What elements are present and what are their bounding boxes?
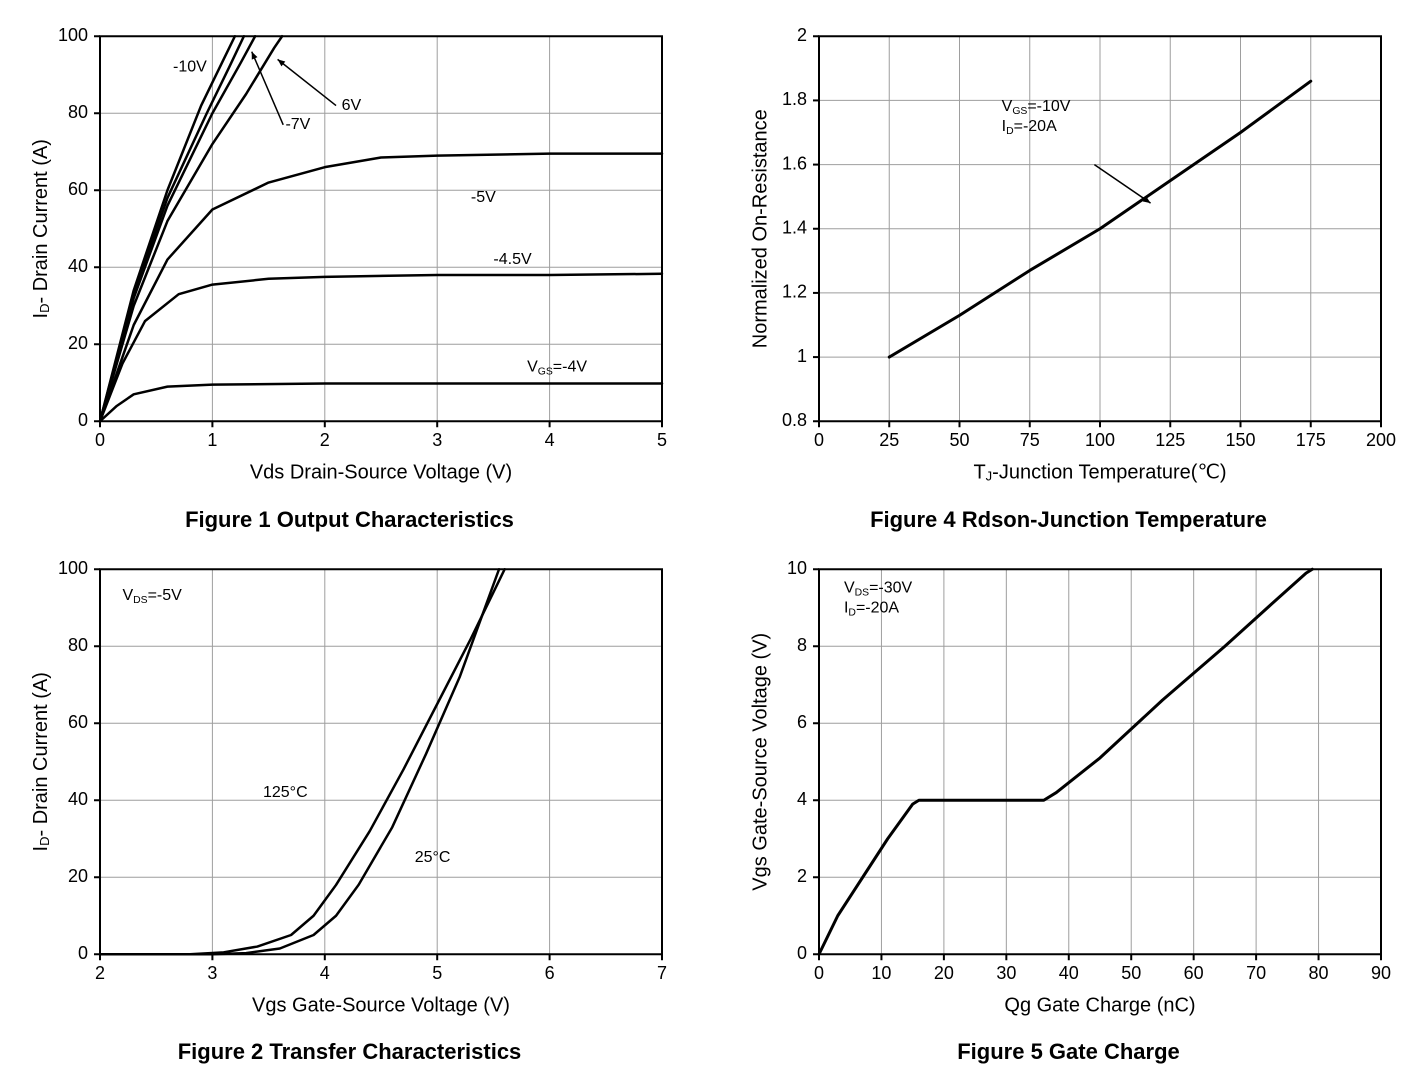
svg-text:TJ-Junction Temperature(℃): TJ-Junction Temperature(℃) — [973, 462, 1226, 484]
svg-text:125: 125 — [1155, 430, 1185, 450]
svg-text:40: 40 — [67, 789, 87, 809]
svg-text:2: 2 — [94, 963, 104, 983]
svg-text:0: 0 — [796, 943, 806, 963]
svg-text:ID=-20A: ID=-20A — [1001, 118, 1056, 137]
figure-4-caption: Figure 4 Rdson-Junction Temperature — [870, 507, 1267, 533]
svg-text:40: 40 — [1058, 963, 1078, 983]
svg-text:-4.5V: -4.5V — [493, 251, 532, 268]
svg-text:Vgs Gate-Source Voltage (V): Vgs Gate-Source Voltage (V) — [252, 994, 510, 1016]
figure-5-caption: Figure 5 Gate Charge — [957, 1039, 1180, 1065]
svg-text:100: 100 — [57, 558, 87, 578]
svg-text:-5V: -5V — [470, 189, 495, 206]
svg-text:1: 1 — [796, 346, 806, 366]
svg-text:1.2: 1.2 — [781, 282, 806, 302]
svg-text:70: 70 — [1246, 963, 1266, 983]
svg-text:ID- Drain Current (A): ID- Drain Current (A) — [30, 139, 52, 318]
svg-text:2: 2 — [796, 866, 806, 886]
svg-text:6: 6 — [544, 963, 554, 983]
svg-text:ID- Drain Current (A): ID- Drain Current (A) — [30, 672, 52, 851]
svg-text:1: 1 — [207, 430, 217, 450]
svg-text:20: 20 — [67, 866, 87, 886]
svg-text:VGS=-4V: VGS=-4V — [527, 359, 587, 378]
svg-text:Vgs Gate-Source Voltage (V): Vgs Gate-Source Voltage (V) — [749, 632, 771, 890]
svg-text:125°C: 125°C — [262, 783, 307, 800]
svg-text:VGS=-10V: VGS=-10V — [1001, 98, 1070, 117]
figure-2-panel: 2 3 4 5 6 7 0 20 40 60 80 100 Vgs Gate-Source Voltag… — [10, 543, 689, 1066]
svg-text:Vds Drain-Source Voltage (V): Vds Drain-Source Voltage (V) — [249, 462, 511, 484]
svg-text:5: 5 — [432, 963, 442, 983]
svg-text:175: 175 — [1295, 430, 1325, 450]
svg-text:200: 200 — [1365, 430, 1395, 450]
svg-text:25: 25 — [879, 430, 899, 450]
figure-5-chart: 0 10 20 30 40 50 60 70 80 90 0 2 4 6 8 10 Qg Gate Charge… — [739, 543, 1399, 1036]
svg-text:20: 20 — [67, 333, 87, 353]
svg-text:60: 60 — [67, 712, 87, 732]
svg-text:VDS=-30V: VDS=-30V — [843, 579, 912, 598]
svg-text:1.6: 1.6 — [781, 153, 806, 173]
svg-text:1.4: 1.4 — [781, 218, 806, 238]
svg-text:50: 50 — [1121, 963, 1141, 983]
chart-grid: 012345020406080100Vds Drain-Source Volta… — [10, 10, 1408, 1065]
svg-text:-10V: -10V — [173, 58, 207, 75]
svg-text:10: 10 — [871, 963, 891, 983]
figure-2-chart: 2 3 4 5 6 7 0 20 40 60 80 100 Vgs Gate-Source Voltag… — [20, 543, 680, 1036]
svg-text:3: 3 — [432, 430, 442, 450]
svg-text:0: 0 — [77, 943, 87, 963]
svg-text:40: 40 — [67, 256, 87, 276]
svg-text:ID=-20A: ID=-20A — [843, 599, 898, 618]
svg-text:0: 0 — [94, 430, 104, 450]
svg-text:50: 50 — [949, 430, 969, 450]
svg-text:80: 80 — [67, 102, 87, 122]
svg-text:0: 0 — [813, 430, 823, 450]
svg-text:10: 10 — [786, 558, 806, 578]
svg-text:6: 6 — [796, 712, 806, 732]
svg-text:VDS=-5V: VDS=-5V — [122, 587, 182, 606]
svg-text:Normalized On-Resistance: Normalized On-Resistance — [749, 109, 771, 348]
svg-text:0: 0 — [77, 410, 87, 430]
svg-text:4: 4 — [319, 963, 329, 983]
svg-text:60: 60 — [1183, 963, 1203, 983]
svg-text:2: 2 — [319, 430, 329, 450]
svg-text:100: 100 — [57, 25, 87, 45]
svg-text:60: 60 — [67, 179, 87, 199]
figure-1-chart: 0 1 2 3 4 5 0 20 40 60 80 100 Vds Drain-Source Volta… — [20, 10, 680, 503]
svg-text:80: 80 — [67, 635, 87, 655]
figure-5-panel: 0 10 20 30 40 50 60 70 80 90 0 2 4 6 8 10 Qg Gate Charge… — [729, 543, 1408, 1066]
svg-text:8: 8 — [796, 635, 806, 655]
svg-text:75: 75 — [1019, 430, 1039, 450]
figure-4-chart: 0 25 50 75 100 125 150 175 200 0.8 1 1.2 1.4 1.6 1.8 2 T… — [739, 10, 1399, 503]
svg-text:1.8: 1.8 — [781, 89, 806, 109]
svg-text:100: 100 — [1084, 430, 1114, 450]
figure-2-caption: Figure 2 Transfer Characteristics — [178, 1039, 522, 1065]
svg-text:4: 4 — [796, 789, 806, 809]
svg-text:-7V: -7V — [285, 116, 310, 133]
svg-text:90: 90 — [1370, 963, 1390, 983]
figure-1-panel: 0 1 2 3 4 5 0 20 40 60 80 100 Vds Drain-Source Volta… — [10, 10, 689, 533]
svg-text:7: 7 — [656, 963, 666, 983]
svg-text:0: 0 — [813, 963, 823, 983]
svg-text:6V: 6V — [341, 97, 361, 114]
svg-text:4: 4 — [544, 430, 554, 450]
figure-4-panel: 0 25 50 75 100 125 150 175 200 0.8 1 1.2 1.4 1.6 1.8 2 T… — [729, 10, 1408, 533]
svg-text:80: 80 — [1308, 963, 1328, 983]
svg-text:2: 2 — [796, 25, 806, 45]
svg-text:30: 30 — [996, 963, 1016, 983]
svg-text:3: 3 — [207, 963, 217, 983]
svg-text:150: 150 — [1225, 430, 1255, 450]
svg-text:Qg Gate Charge (nC): Qg Gate Charge (nC) — [1004, 994, 1195, 1016]
svg-text:25°C: 25°C — [414, 849, 450, 866]
svg-text:5: 5 — [656, 430, 666, 450]
svg-text:0.8: 0.8 — [781, 410, 806, 430]
figure-1-caption: Figure 1 Output Characteristics — [185, 507, 514, 533]
svg-text:20: 20 — [933, 963, 953, 983]
